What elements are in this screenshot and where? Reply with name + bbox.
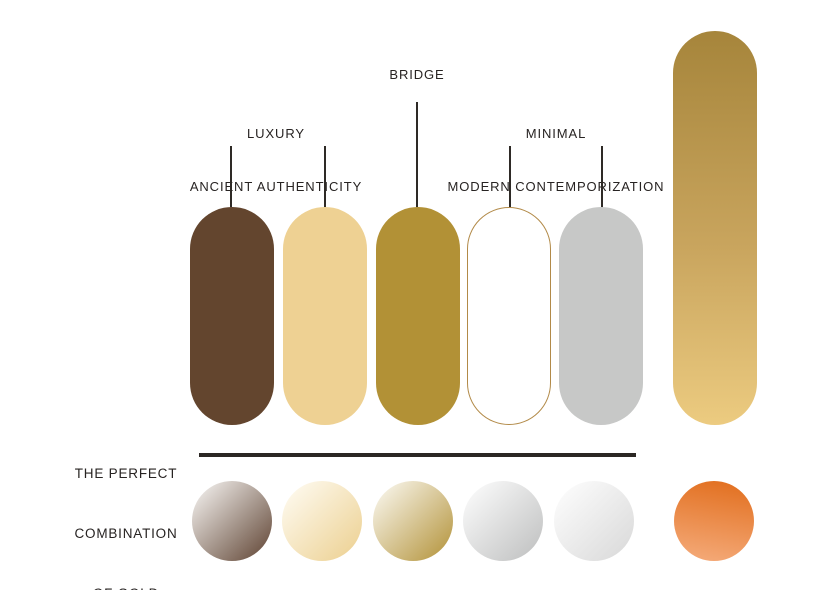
footer-label-line2: COMBINATION [74,526,178,541]
bridge-label: BRIDGE [389,67,445,82]
footer-label-line3: OF GOLD [36,584,216,590]
minimal-label-line1: MINIMAL [525,126,587,141]
sphere-light-gold [282,481,362,561]
connector-line-minimal-2 [601,146,603,265]
minimal-label-line2: MODERN CONTEMPORIZATION [447,178,665,194]
gold-gradient-bar [673,31,757,425]
connector-line-minimal-1 [509,146,511,265]
luxury-label-line2: ANCIENT AUTHENTICITY [189,178,363,194]
sphere-gold [373,481,453,561]
connector-line-luxury-1 [230,146,232,265]
pill-minimal-silver [559,207,643,425]
divider-line [199,453,636,457]
perfect-combination-label: THE PERFECT COMBINATION OF GOLD [36,424,216,590]
pill-luxury-dark-brown [190,207,274,425]
connector-line-bridge [416,102,418,265]
sphere-brown [192,481,272,561]
pill-luxury-light-gold [283,207,367,425]
footer-label-line1: THE PERFECT [74,466,178,481]
sphere-silver [463,481,543,561]
minimal-label: MINIMAL MODERN CONTEMPORIZATION [436,90,676,230]
pill-bridge-gold [376,207,460,425]
connector-line-luxury-2 [324,146,326,265]
pill-minimal-white-gold-outline [467,207,551,425]
luxury-label-line1: LUXURY [247,126,305,141]
luxury-label: LUXURY ANCIENT AUTHENTICITY [156,90,396,230]
sphere-light-silver [554,481,634,561]
sphere-orange [674,481,754,561]
